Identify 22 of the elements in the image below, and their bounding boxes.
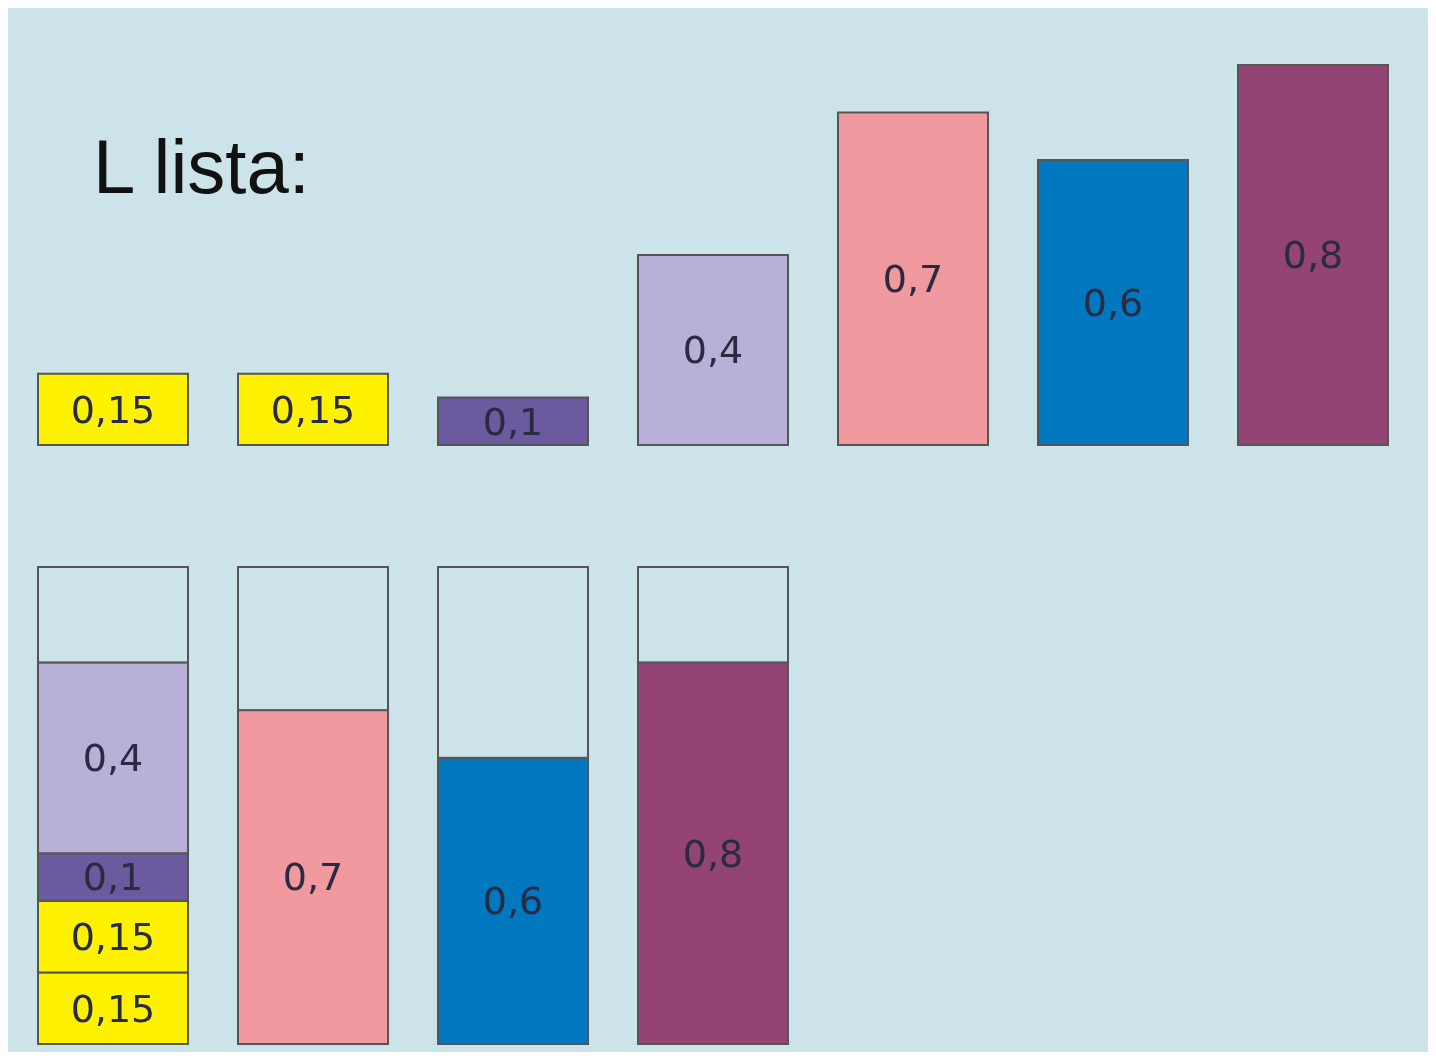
data-label: 0,7	[282, 855, 344, 900]
bar	[1237, 64, 1389, 446]
data-label: 0,4	[682, 328, 744, 373]
data-label: 0,8	[682, 831, 744, 876]
data-label: 0,15	[70, 387, 156, 432]
data-label: 0,6	[482, 879, 544, 924]
bar	[37, 372, 189, 446]
bar	[437, 396, 589, 446]
data-label: 0,15	[70, 986, 156, 1031]
bar	[1037, 159, 1189, 446]
data-label: 0,4	[82, 736, 144, 781]
data-label: 0,15	[70, 914, 156, 959]
text: L lista:	[93, 124, 310, 209]
data-label: 0,8	[1282, 233, 1344, 278]
bar	[837, 111, 989, 446]
bar	[237, 372, 389, 446]
data-label: 0,1	[482, 399, 544, 444]
data-label: 0,15	[270, 387, 356, 432]
data-label: 0,1	[82, 855, 144, 900]
data-label: 0,6	[1082, 280, 1144, 325]
data-label: 0,7	[882, 257, 944, 302]
bar	[637, 254, 789, 446]
